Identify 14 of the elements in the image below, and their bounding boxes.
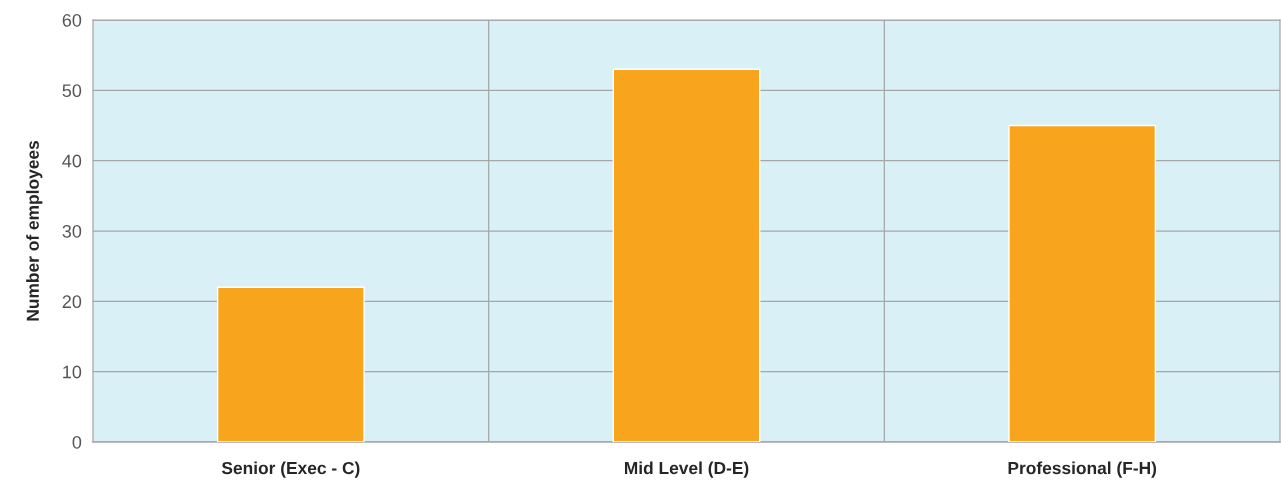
x-tick-label: Senior (Exec - C) [221, 461, 360, 478]
y-tick-label: 20 [62, 295, 82, 309]
x-tick-label: Professional (F-H) [1008, 461, 1157, 478]
y-axis-title: Number of employees [26, 141, 43, 321]
y-tick-label: 50 [62, 84, 82, 98]
x-tick-label: Mid Level (D-E) [624, 461, 749, 478]
y-tick-label: 60 [62, 13, 82, 27]
bar [216, 286, 365, 442]
bar [612, 68, 761, 442]
y-tick-label: 0 [72, 435, 82, 449]
y-tick-label: 30 [62, 224, 82, 238]
y-tick-label: 10 [63, 365, 82, 379]
bar [1008, 124, 1157, 442]
y-tick-label: 40 [62, 154, 82, 168]
